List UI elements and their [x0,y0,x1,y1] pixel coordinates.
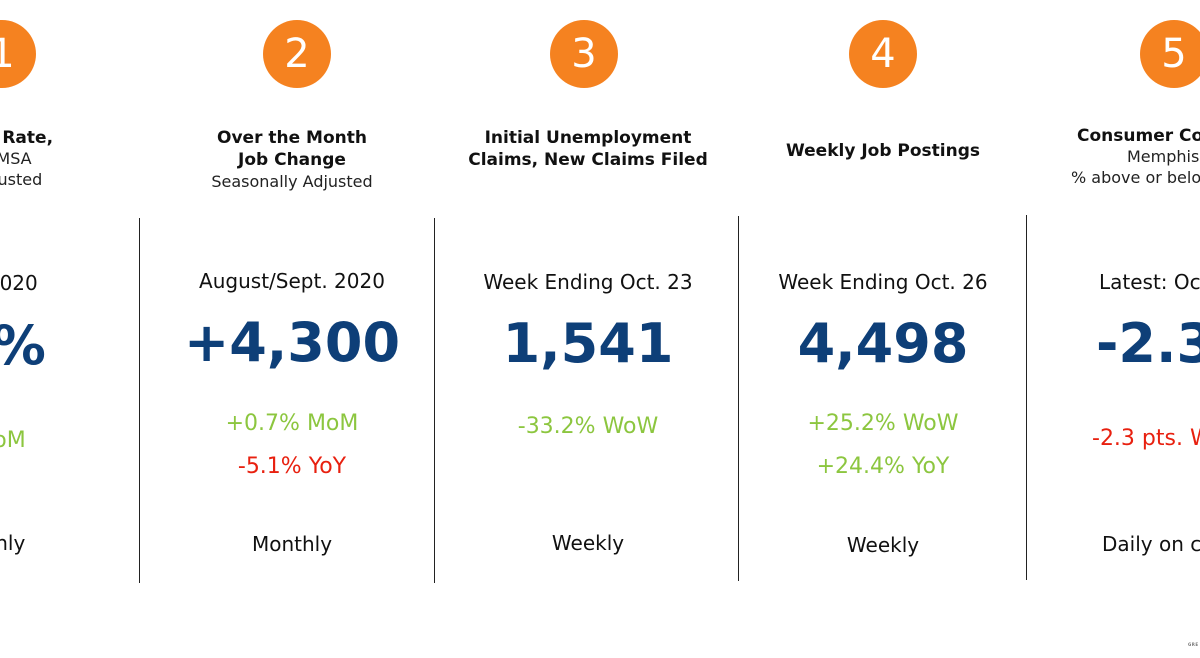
panel-4-title: Weekly Job Postings [785,141,981,161]
panel-2-change-mom: +0.7% MoM [225,411,359,436]
panel-2-value: +4,300 [183,311,401,374]
panel-3-title-line-1: Initial Unemployment [484,128,692,148]
panel-1-frequency: nthly [0,531,26,555]
panel-5-frequency: Daily on c [1102,532,1200,556]
corner-mark: GRE [1188,642,1199,647]
panel-4: 4 Weekly Job Postings Week Ending Oct. 2… [733,0,1033,658]
panel-5-number-badge: 5 [1140,20,1200,88]
panel-5-subtitle-line-1: Memphis [1127,147,1200,166]
panel-3-change-wow: -33.2% WoW [517,414,659,439]
divider-1 [139,218,140,583]
divider-4 [1026,215,1027,580]
panel-1-value: 1% [0,316,150,376]
panel-3-number-badge: 3 [550,20,618,88]
panel-3-date: Week Ending Oct. 23 [483,270,693,294]
panel-1-title: ment Rate, [0,128,54,148]
panel-5-value: -2.3 [1096,312,1200,375]
panel-4-frequency: Weekly [846,533,920,557]
panel-4-date: Week Ending Oct. 26 [778,270,988,294]
panel-4-value: 4,498 [797,312,969,375]
panel-1-subtitle-line-2: y Adjusted [0,170,43,189]
panel-1-subtitle-line-1: his MSA [0,149,32,168]
panel-3-title-line-2: Claims, New Claims Filed [468,150,708,170]
panel-4-number-badge: 4 [849,20,917,88]
panel-1-change: MoM [0,428,26,453]
panel-4-change-wow: +25.2% WoW [807,411,959,436]
panel-3-value: 1,541 [502,312,674,375]
panel-5-subtitle-line-2: % above or belo [1071,168,1200,187]
panel-2-title-line-1: Over the Month [217,128,367,148]
panel-5-title: Consumer Co [1077,126,1200,146]
panel-3-frequency: Weekly [551,531,625,555]
panel-2-subtitle: Seasonally Adjusted [211,172,373,191]
divider-2 [434,218,435,583]
divider-3 [738,216,739,581]
panel-5-change: -2.3 pts. W [1092,426,1200,451]
panel-2-frequency: Monthly [251,532,333,556]
panel-4-change-yoy: +24.4% YoY [816,454,950,479]
panel-3: 3 Initial Unemployment Claims, New Claim… [438,0,738,658]
panel-2-date: August/Sept. 2020 [199,269,385,293]
panel-1-date: st 2020 [0,271,38,295]
panel-2-number-badge: 2 [263,20,331,88]
panel-1: 1 ment Rate, his MSA y Adjusted st 2020 … [0,0,150,658]
panel-2-title-line-2: Job Change [238,150,346,170]
panel-2: 2 Over the Month Job Change Seasonally A… [142,0,442,658]
panel-1-number-badge: 1 [0,20,36,88]
panel-5: 5 Consumer Co Memphis % above or belo La… [1030,0,1200,658]
panel-5-date: Latest: Oct [1099,270,1200,294]
panel-2-change-yoy: -5.1% YoY [237,454,347,479]
panel-5-clip: 5 Consumer Co Memphis % above or belo La… [1030,0,1200,658]
